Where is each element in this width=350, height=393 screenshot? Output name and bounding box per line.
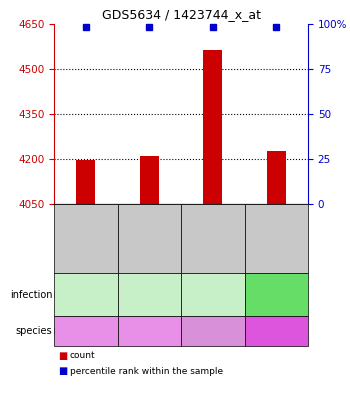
Text: control: control [260, 290, 292, 299]
Text: GSM1111750: GSM1111750 [272, 213, 281, 264]
Bar [203, 50, 222, 204]
Bar [76, 160, 96, 204]
Text: ▶: ▶ [54, 326, 62, 336]
Text: Mycobacterium
bovis
BCG: Mycobacterium bovis BCG [62, 286, 110, 303]
Bar [140, 156, 159, 204]
Text: Mycobacterium
tuberculosis
H37ra: Mycobacterium tuberculosis H37ra [125, 286, 174, 303]
Text: ■: ■ [58, 351, 67, 361]
Text: count: count [70, 351, 96, 360]
Text: Mycobacterium
smegmatis: Mycobacterium smegmatis [188, 289, 237, 300]
Text: GSM1111753: GSM1111753 [208, 213, 217, 264]
Text: ▶: ▶ [54, 290, 62, 300]
Text: species: species [16, 326, 52, 336]
Text: pathogenic: pathogenic [132, 329, 167, 334]
Text: ■: ■ [58, 366, 67, 376]
Text: GSM1111751: GSM1111751 [82, 213, 90, 264]
Title: GDS5634 / 1423744_x_at: GDS5634 / 1423744_x_at [102, 8, 261, 21]
Text: infection: infection [10, 290, 52, 300]
Text: percentile rank within the sample: percentile rank within the sample [70, 367, 223, 376]
Text: GSM1111752: GSM1111752 [145, 213, 154, 264]
Text: n/a: n/a [269, 327, 284, 336]
Text: pathogenic: pathogenic [68, 329, 104, 334]
Bar [267, 151, 286, 204]
Text: non-pathog
enic: non-pathog enic [195, 326, 231, 336]
